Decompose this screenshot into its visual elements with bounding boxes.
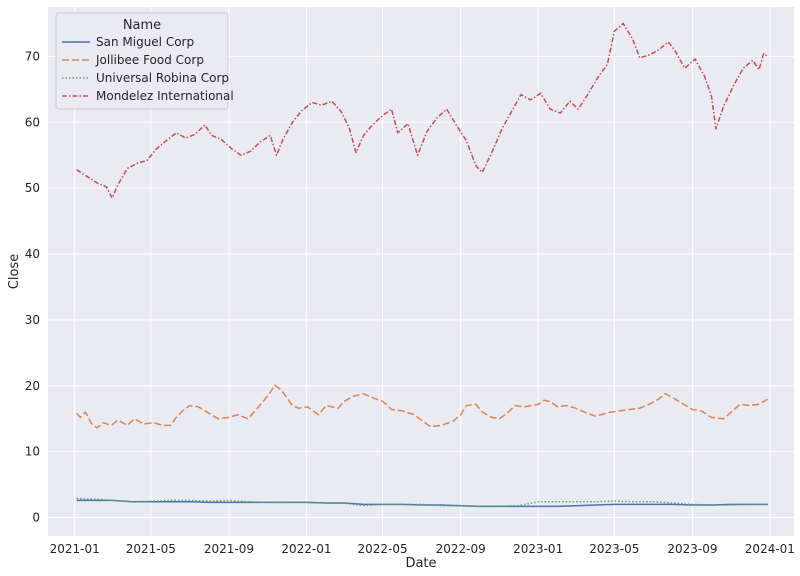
legend-entry: San Miguel Corp [96,35,194,49]
x-axis-label: Date [405,556,436,571]
x-tick-label: 2024-01 [745,542,795,556]
series-line-universal-robina-corp [76,497,768,508]
legend: Name San Miguel Corp Jollibee Food Corp Un… [55,12,234,110]
series-lines [76,22,769,508]
y-tick-label: 10 [25,445,40,459]
y-tick-label: 50 [25,181,40,195]
x-tick-label: 2023-09 [667,542,717,556]
x-tick-label: 2023-01 [513,542,563,556]
x-tick-label: 2021-09 [204,542,254,556]
x-tick-label: 2021-05 [126,542,176,556]
legend-entry: Jollibee Food Corp [95,53,204,67]
x-tick-label: 2022-05 [358,542,408,556]
series-line-san-miguel-corp [76,499,768,508]
y-axis-label: Close [7,254,22,289]
x-tick-labels: 2021-01 2021-05 2021-09 2022-01 2022-05 2022-… [50,542,795,556]
y-tick-label: 0 [32,511,40,525]
legend-title: Name [123,18,161,33]
x-tick-label: 2021-01 [50,542,100,556]
legend-box [55,12,229,110]
grid-lines [48,7,794,536]
y-tick-label: 60 [25,115,40,129]
series-line-mondelez-international [76,22,769,199]
y-tick-label: 20 [25,379,40,393]
x-tick-label: 2022-01 [281,542,331,556]
legend-entry: Mondelez International [96,89,234,103]
x-tick-label: 2023-05 [589,542,639,556]
legend-items: San Miguel Corp Jollibee Food Corp Univers… [62,35,234,103]
legend-entry: Universal Robina Corp [96,71,229,85]
y-tick-labels: 0 10 20 30 40 50 60 70 [25,49,40,524]
series-line-jollibee-food-corp [76,384,769,429]
y-tick-label: 40 [25,247,40,261]
y-tick-label: 70 [25,49,40,63]
y-tick-label: 30 [25,313,40,327]
x-tick-label: 2022-09 [436,542,486,556]
